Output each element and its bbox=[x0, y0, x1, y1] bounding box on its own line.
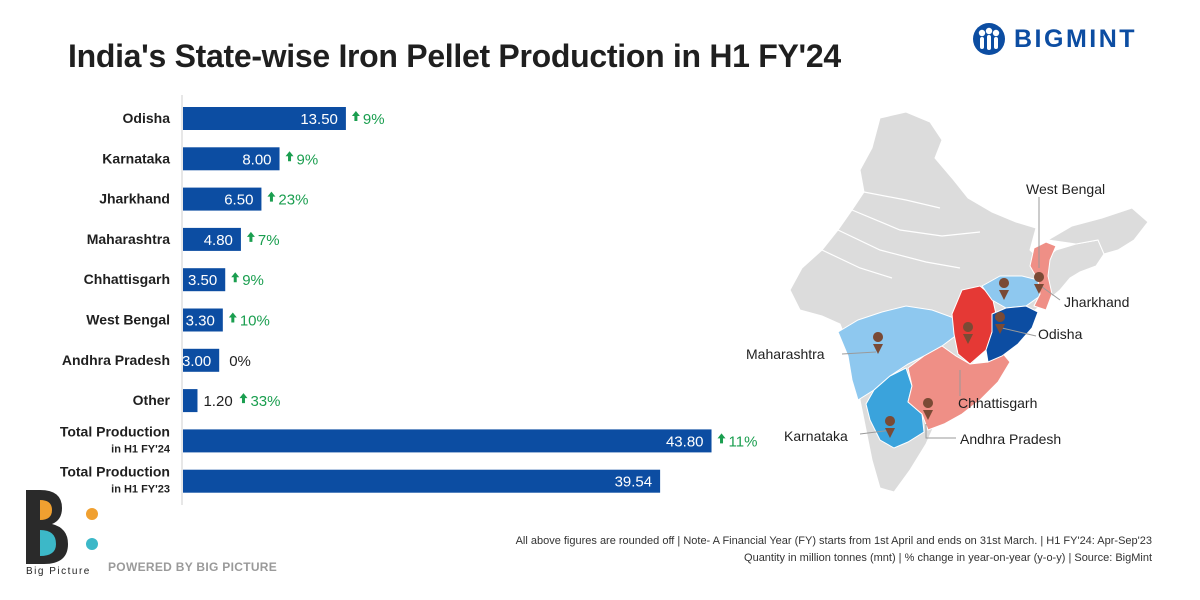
pin-jharkhand-icon bbox=[999, 278, 1010, 300]
value-label: 6.50 bbox=[224, 192, 253, 209]
chart-title: India's State-wise Iron Pellet Productio… bbox=[68, 38, 841, 74]
change-label: 11% bbox=[729, 433, 758, 450]
category-label: Jharkhand bbox=[99, 191, 170, 207]
pin-karnataka-icon bbox=[885, 416, 896, 438]
map-label-andhra-pradesh: Andhra Pradesh bbox=[960, 431, 1061, 447]
bigmint-logo: BIGMINT bbox=[972, 22, 1137, 56]
powered-by-text: POWERED BY BIG PICTURE bbox=[108, 560, 278, 574]
footnote-source: Quantity in million tonnes (mnt) | % cha… bbox=[744, 552, 1152, 564]
india-map: West Bengal Jharkhand Odisha Maharashtra… bbox=[746, 111, 1149, 493]
category-label: Karnataka bbox=[102, 150, 170, 166]
pin-west-bengal-icon bbox=[1034, 272, 1045, 294]
change-label: 23% bbox=[278, 192, 308, 209]
value-label: 8.00 bbox=[242, 151, 271, 168]
change-label: 7% bbox=[258, 232, 280, 249]
category-label: West Bengal bbox=[86, 312, 170, 328]
big-picture-logo-text: Big Picture bbox=[26, 566, 91, 577]
bar bbox=[183, 429, 712, 453]
category-label: Odisha bbox=[123, 110, 171, 126]
map-label-odisha: Odisha bbox=[1038, 326, 1083, 342]
value-label: 3.50 bbox=[188, 272, 217, 289]
bigmint-logo-text: BIGMINT bbox=[1014, 24, 1138, 53]
growth-up-arrow-icon bbox=[717, 433, 726, 444]
map-label-jharkhand: Jharkhand bbox=[1064, 294, 1129, 310]
change-label: 0% bbox=[229, 353, 251, 370]
northeast-base bbox=[1046, 207, 1149, 255]
india-map-base bbox=[789, 111, 1105, 493]
pin-odisha-icon bbox=[995, 312, 1006, 334]
growth-up-arrow-icon bbox=[351, 111, 360, 121]
change-label: 9% bbox=[242, 272, 264, 289]
bar bbox=[183, 187, 262, 211]
big-picture-logo-icon bbox=[26, 490, 98, 564]
bar bbox=[183, 268, 226, 292]
growth-up-arrow-icon bbox=[228, 312, 237, 323]
map-label-karnataka: Karnataka bbox=[784, 428, 848, 444]
pin-maharashtra-icon bbox=[873, 332, 884, 354]
bar-chart: Odisha 13.50 9% Karnataka 8.00 9% Jharkhand 6.5… bbox=[60, 95, 758, 505]
value-label: 3.30 bbox=[186, 313, 215, 330]
bar bbox=[183, 227, 241, 251]
value-label: 4.80 bbox=[204, 232, 233, 249]
growth-up-arrow-icon bbox=[285, 151, 294, 162]
map-state-andhra-pradesh bbox=[907, 345, 1011, 431]
category-sublabel: in H1 FY'24 bbox=[111, 443, 171, 455]
value-label: 1.20 bbox=[203, 393, 232, 410]
change-label: 10% bbox=[240, 313, 270, 330]
bar bbox=[183, 389, 198, 413]
growth-up-arrow-icon bbox=[231, 272, 240, 283]
pin-andhra-pradesh-icon bbox=[923, 398, 934, 420]
map-label-chhattisgarh: Chhattisgarh bbox=[958, 395, 1037, 411]
map-label-west-bengal: West Bengal bbox=[1026, 181, 1105, 197]
category-label: Total Production bbox=[60, 423, 170, 439]
bar bbox=[183, 147, 280, 171]
state-borders bbox=[821, 191, 981, 279]
bar bbox=[183, 107, 346, 130]
growth-up-arrow-icon bbox=[246, 231, 255, 242]
category-label: Andhra Pradesh bbox=[62, 352, 170, 368]
change-label: 9% bbox=[297, 151, 319, 168]
value-label: 43.80 bbox=[666, 433, 704, 450]
category-label: Other bbox=[133, 392, 171, 408]
category-label: Chhattisgarh bbox=[84, 271, 170, 287]
category-label: Total Production bbox=[60, 464, 170, 480]
category-sublabel: in H1 FY'23 bbox=[111, 484, 170, 496]
category-label: Maharashtra bbox=[87, 231, 170, 247]
map-label-maharashtra: Maharashtra bbox=[746, 346, 825, 362]
map-state-karnataka bbox=[865, 367, 925, 449]
value-label: 3.00 bbox=[182, 353, 211, 370]
bar bbox=[183, 469, 661, 493]
value-label: 13.50 bbox=[300, 111, 338, 128]
change-label: 9% bbox=[363, 111, 385, 128]
pin-chhattisgarh-icon bbox=[963, 322, 974, 344]
footnote-note: All above figures are rounded off | Note… bbox=[515, 535, 1152, 547]
growth-up-arrow-icon bbox=[239, 393, 248, 404]
change-label: 33% bbox=[250, 393, 280, 410]
growth-up-arrow-icon bbox=[267, 191, 276, 202]
bigmint-logo-icon bbox=[973, 23, 1005, 55]
map-state-odisha bbox=[985, 305, 1039, 363]
bar bbox=[183, 348, 220, 372]
bar bbox=[183, 308, 223, 332]
map-pins bbox=[873, 272, 1045, 438]
value-label: 39.54 bbox=[615, 474, 653, 491]
